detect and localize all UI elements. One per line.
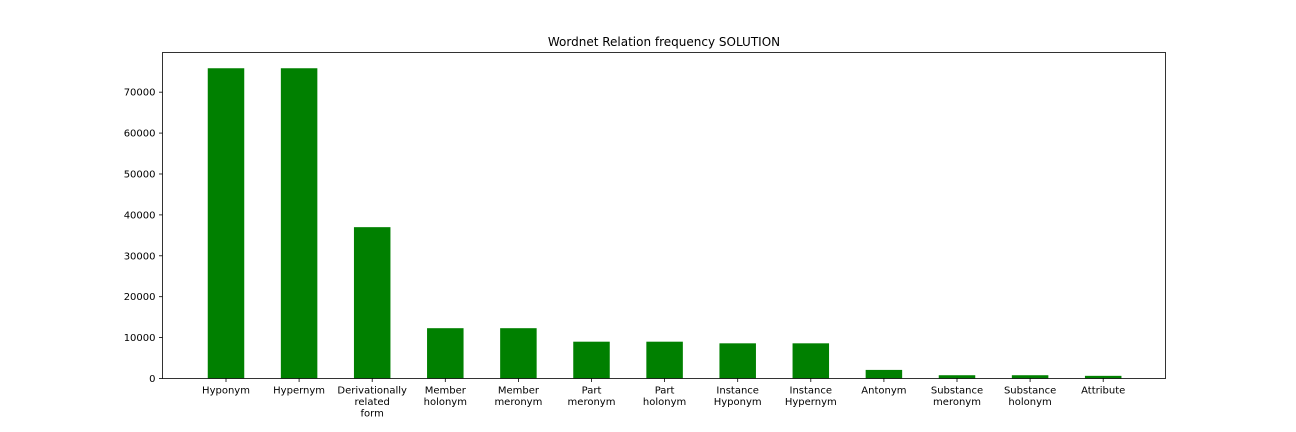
bar bbox=[573, 341, 610, 379]
bar bbox=[500, 328, 537, 379]
y-tick-label: 20000 bbox=[124, 292, 156, 303]
x-tick-label: Member holonym bbox=[424, 386, 467, 409]
bar bbox=[427, 328, 464, 379]
y-tick-label: 0 bbox=[149, 374, 155, 385]
x-tick-label: Attribute bbox=[1081, 386, 1125, 397]
x-tick-label: Instance Hypernym bbox=[785, 386, 837, 409]
y-tick-label: 10000 bbox=[124, 333, 156, 344]
x-tick-label: Hypernym bbox=[273, 386, 325, 397]
x-tick-label: Substance meronym bbox=[931, 386, 983, 409]
x-tick-label: Derivationally related form bbox=[337, 386, 407, 420]
bar bbox=[1084, 375, 1122, 379]
bar bbox=[719, 343, 756, 379]
x-tick-label: Hyponym bbox=[202, 386, 250, 397]
chart-title: Wordnet Relation frequency SOLUTION bbox=[548, 35, 780, 49]
y-axis: 0 10000 20000 30000 40000 50000 60000 70000 bbox=[124, 88, 163, 385]
y-tick-label: 50000 bbox=[124, 169, 156, 180]
bar bbox=[792, 343, 830, 379]
bar bbox=[1011, 375, 1049, 379]
bar bbox=[865, 369, 903, 379]
bars-group bbox=[207, 68, 1122, 379]
x-tick-label: Member meronym bbox=[494, 386, 542, 409]
bar bbox=[280, 68, 318, 379]
x-tick-label: Instance Hyponym bbox=[714, 386, 762, 409]
y-tick-label: 60000 bbox=[124, 129, 156, 140]
x-axis: Hyponym Hypernym Derivationally related form… bbox=[202, 378, 1125, 420]
bar bbox=[938, 375, 976, 379]
x-tick-label: Part meronym bbox=[568, 386, 616, 409]
y-tick-label: 70000 bbox=[124, 88, 156, 99]
plot-frame bbox=[162, 52, 1166, 379]
x-tick-label: Antonym bbox=[861, 386, 906, 397]
bar bbox=[207, 68, 245, 379]
x-tick-label: Substance holonym bbox=[1004, 386, 1056, 409]
y-tick-label: 40000 bbox=[124, 210, 156, 221]
x-tick-label: Part holonym bbox=[643, 386, 686, 409]
bar bbox=[646, 341, 683, 379]
y-tick-label: 30000 bbox=[124, 251, 156, 262]
bar bbox=[353, 227, 391, 379]
